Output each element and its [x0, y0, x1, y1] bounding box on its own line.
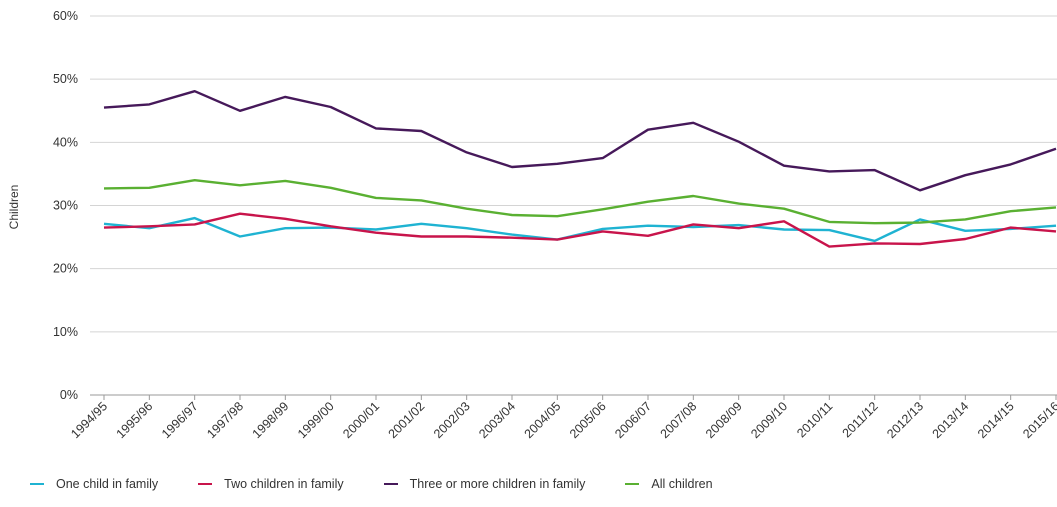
legend-swatch	[30, 483, 44, 485]
y-tick-label: 10%	[53, 325, 78, 339]
x-tick-label: 2005/06	[567, 399, 609, 441]
x-tick-label: 2015/16	[1020, 399, 1057, 441]
legend-item: All children	[625, 477, 713, 491]
x-tick-label: 2009/10	[748, 399, 790, 441]
series-line	[103, 178, 1057, 225]
x-tick-label: 2000/01	[340, 399, 382, 441]
y-axis-ticks: 0% 10% 20% 30% 40% 50% 60%	[53, 9, 78, 402]
y-tick-label: 0%	[60, 388, 78, 402]
legend: One child in family Two children in famil…	[30, 477, 753, 491]
legend-label: Two children in family	[224, 477, 344, 491]
legend-swatch	[625, 483, 640, 485]
x-tick-label: 2004/05	[522, 399, 564, 441]
x-tick-label: 1998/99	[250, 399, 292, 441]
x-tick-label: 2007/08	[658, 399, 700, 441]
x-tick-label: 2010/11	[794, 399, 835, 440]
y-tick-label: 60%	[53, 9, 78, 23]
x-tick-label: 1999/00	[295, 399, 337, 441]
line-chart: 0% 10% 20% 30% 40% 50% 60% 1994/95 1995/96 1996/…	[7, 9, 1057, 441]
y-tick-label: 20%	[53, 262, 78, 276]
legend-swatch	[383, 483, 398, 485]
x-tick-label: 1996/97	[159, 399, 201, 441]
x-tick-label: 2014/15	[975, 399, 1017, 441]
x-tick-label: 1997/98	[204, 399, 246, 441]
legend-item: Three or more children in family	[383, 477, 586, 491]
x-tick-label: 2001/02	[386, 399, 428, 441]
series-line	[103, 212, 1057, 248]
x-tick-label: 2008/09	[703, 399, 745, 441]
x-axis-ticks: 1994/95 1995/96 1996/97 1997/98 1998/99 1999/…	[68, 395, 1057, 441]
x-tick-label: 2011/12	[840, 399, 881, 440]
legend-swatch	[198, 483, 213, 485]
y-axis-label: Children	[7, 185, 21, 230]
x-tick-label: 2003/04	[476, 399, 518, 441]
legend-label: All children	[651, 477, 713, 491]
legend-item: Two children in family	[198, 477, 344, 491]
x-tick-label: 2012/13	[884, 399, 926, 441]
x-tick-label: 1995/96	[114, 399, 156, 441]
legend-item: One child in family	[30, 477, 158, 491]
gridlines	[90, 15, 1057, 396]
y-tick-label: 40%	[53, 135, 78, 149]
legend-label: Three or more children in family	[409, 477, 586, 491]
series-line	[103, 216, 1057, 243]
y-tick-label: 50%	[53, 72, 78, 86]
series-line	[103, 89, 1057, 192]
x-tick-label: 2013/14	[930, 399, 972, 441]
y-tick-label: 30%	[53, 199, 78, 213]
x-tick-label: 2002/03	[431, 399, 473, 441]
legend-label: One child in family	[56, 477, 159, 491]
series-lines	[103, 89, 1057, 248]
x-tick-label: 2006/07	[612, 399, 654, 441]
x-tick-label: 1994/95	[68, 399, 110, 441]
